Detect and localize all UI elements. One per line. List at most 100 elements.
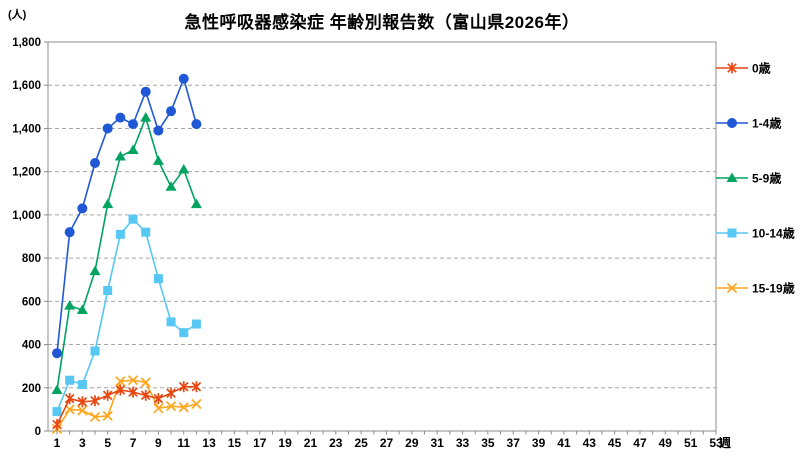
square-marker-icon (103, 286, 113, 296)
y-tick-label: 1,600 (12, 80, 41, 92)
triangle-marker-icon (51, 384, 63, 394)
circle-marker-icon (115, 112, 126, 123)
legend-label: 15-19歳 (752, 281, 795, 296)
square-marker-icon (52, 407, 62, 417)
square-marker-icon (128, 214, 138, 224)
x-tick-label: 25 (354, 436, 368, 450)
x-tick-label: 49 (659, 436, 673, 450)
x-tick-label: 9 (155, 436, 162, 450)
y-axis-unit-label: (人) (8, 9, 27, 21)
triangle-marker-icon (140, 112, 152, 122)
circle-marker-icon (727, 118, 737, 128)
y-tick-label: 1,800 (12, 37, 41, 49)
triangle-marker-icon (102, 198, 114, 209)
asterisk-marker-icon (128, 386, 138, 398)
x-tick-label: 1 (54, 436, 61, 450)
series-line (56, 379, 197, 430)
circle-marker-icon (178, 73, 189, 84)
x-marker-icon (726, 282, 738, 294)
asterisk-marker-icon (102, 389, 113, 401)
x-marker-icon (115, 376, 126, 387)
x-tick-label: 37 (507, 436, 521, 450)
x-tick-label: 51 (684, 436, 698, 450)
x-tick-label: 21 (304, 436, 318, 450)
x-tick-label: 45 (608, 436, 622, 450)
x-tick-label: 3 (79, 436, 86, 450)
legend-label: 1-4歳 (752, 116, 781, 131)
asterisk-marker-icon (77, 396, 88, 408)
y-tick-label: 0 (35, 426, 41, 438)
square-marker-icon (65, 375, 75, 385)
y-tick-label: 800 (22, 253, 41, 265)
square-marker-icon (166, 317, 176, 327)
x-marker-icon (178, 402, 189, 413)
legend: 0歳 1-4歳 5-9歳 10-14歳 15-19歳 (716, 61, 795, 296)
square-marker-icon (153, 274, 163, 284)
triangle-marker-icon (726, 172, 738, 182)
asterisk-marker-icon (191, 381, 202, 393)
gridlines (48, 84, 716, 389)
x-tick-label: 31 (431, 436, 445, 450)
x-axis-week-label: 週 (719, 435, 731, 450)
asterisk-marker-icon (166, 387, 176, 399)
chart-title: 急性呼吸器感染症 年齢別報告数（富山県2026年） (184, 13, 580, 32)
x-marker-icon (140, 377, 151, 388)
asterisk-marker-icon (153, 393, 164, 405)
square-marker-icon (179, 328, 189, 338)
plot-border (47, 41, 717, 432)
asterisk-marker-icon (178, 381, 189, 393)
square-marker-icon (191, 319, 201, 329)
x-marker-icon (102, 410, 113, 421)
series-line (56, 76, 198, 354)
circle-marker-icon (191, 119, 202, 130)
triangle-marker-icon (152, 155, 164, 165)
x-tick-label: 39 (532, 436, 546, 450)
x-axis: 1 3 5 7 9 11 13 15 17 19 21 23 25 27 29 31 33 35 37 39 41 43 4… (54, 431, 731, 450)
legend-item-15-19歳: 15-19歳 (716, 281, 795, 296)
x-tick-label: 11 (177, 436, 190, 450)
asterisk-marker-icon (140, 389, 151, 401)
y-tick-label: 600 (22, 296, 41, 308)
circle-marker-icon (102, 123, 113, 134)
series-15-19歳 (51, 375, 202, 434)
asterisk-marker-icon (52, 419, 62, 431)
y-tick-label: 1,400 (12, 123, 41, 135)
x-tick-label: 41 (557, 436, 571, 450)
legend-item-0歳: 0歳 (716, 61, 771, 76)
legend-item-10-14歳: 10-14歳 (716, 226, 795, 241)
square-marker-icon (77, 380, 87, 390)
triangle-marker-icon (127, 144, 139, 155)
triangle-marker-icon (165, 181, 177, 191)
x-marker-icon (127, 375, 139, 386)
series-10-14歳 (52, 214, 201, 417)
x-tick-label: 29 (405, 436, 419, 450)
asterisk-marker-icon (727, 62, 737, 74)
legend-label: 10-14歳 (752, 226, 795, 241)
x-tick-label: 33 (456, 436, 470, 450)
x-tick-label: 35 (481, 436, 495, 450)
circle-marker-icon (64, 227, 75, 238)
x-tick-label: 13 (202, 436, 216, 450)
circle-marker-icon (140, 86, 151, 97)
triangle-marker-icon (190, 198, 202, 209)
y-axis: 0 200 400 600 800 1,000 1,200 1,400 1,600 1,800 (12, 37, 48, 438)
square-marker-icon (141, 227, 151, 237)
circle-marker-icon (166, 106, 177, 117)
x-tick-label: 27 (380, 436, 394, 450)
circle-marker-icon (128, 119, 139, 130)
series-0歳 (52, 381, 202, 431)
legend-item-1-4歳: 1-4歳 (716, 116, 781, 131)
x-tick-label: 19 (278, 436, 292, 450)
series-line (56, 115, 198, 391)
y-tick-label: 400 (22, 340, 41, 352)
triangle-marker-icon (178, 164, 190, 174)
y-tick-label: 1,000 (12, 210, 41, 222)
asterisk-marker-icon (64, 393, 75, 405)
series-5-9歳 (51, 112, 202, 394)
circle-marker-icon (52, 348, 62, 359)
legend-label: 0歳 (752, 61, 771, 76)
x-marker-icon (165, 401, 177, 412)
x-tick-label: 47 (633, 436, 647, 450)
